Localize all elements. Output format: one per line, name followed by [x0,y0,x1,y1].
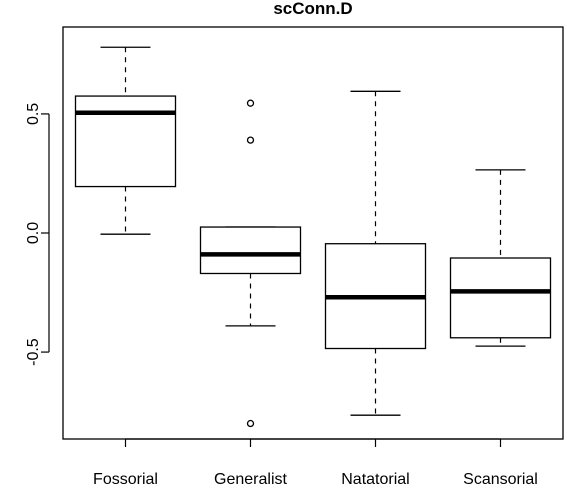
box-generalist [199,99,302,428]
x-tick-label: Scansorial [463,471,538,488]
x-tick-label: Fossorial [93,471,158,488]
outlier-point [246,419,255,428]
x-tick-label: Natatorial [341,471,409,488]
chart-title: scConn.D [273,0,352,18]
box-scansorial [449,169,552,347]
outlier-point [246,136,255,144]
y-tick-label: 0.5 [25,103,42,125]
x-tick-label: Generalist [214,471,287,488]
box-iqr [199,226,302,275]
outlier-point [246,99,255,107]
box-natatorial [324,90,427,416]
x-axis: Fossorial Generalist Natatorial Scansorial [93,438,538,488]
y-axis: -0.5 0.0 0.5 [25,103,50,366]
plot-frame [62,26,564,440]
y-tick-label: -0.5 [25,338,42,366]
box-iqr [449,257,552,339]
y-tick-label: 0.0 [25,222,42,244]
box-iqr [74,95,177,188]
box-fossorial [74,46,177,235]
boxes [74,46,552,428]
